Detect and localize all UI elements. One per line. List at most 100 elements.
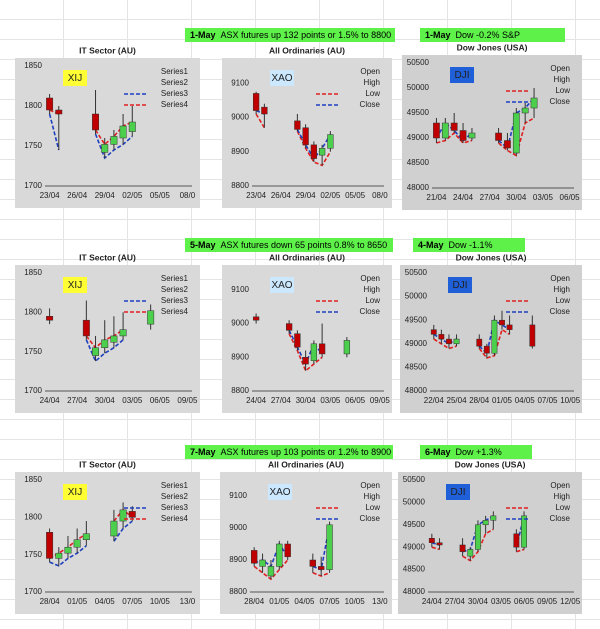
badge-background bbox=[270, 70, 294, 86]
candle-body bbox=[513, 533, 520, 548]
x-tick-label: 12/05 bbox=[560, 597, 581, 606]
legend-label: High bbox=[364, 78, 380, 87]
y-tick-label: 1700 bbox=[24, 386, 42, 395]
candle-body bbox=[318, 343, 326, 355]
legend-label: Open bbox=[550, 481, 570, 490]
y-tick-label: 50500 bbox=[407, 58, 430, 67]
badge-background bbox=[268, 484, 292, 500]
y-tick-label: 9000 bbox=[231, 319, 249, 328]
candle-body bbox=[491, 319, 498, 354]
candle-body bbox=[147, 310, 155, 325]
candle-body bbox=[490, 515, 497, 521]
legend-label: Series1 bbox=[161, 274, 189, 283]
y-tick-label: 9100 bbox=[231, 285, 249, 294]
badge-background bbox=[63, 277, 87, 293]
y-tick-label: 49000 bbox=[403, 542, 426, 551]
y-tick-label: 8900 bbox=[231, 352, 249, 361]
banner-text: ASX futures up 103 points or 1.2% to 890… bbox=[220, 447, 392, 457]
badge-background bbox=[270, 277, 294, 293]
candle-body bbox=[110, 136, 118, 145]
legend-label: Close bbox=[360, 307, 381, 316]
banner: 4-May Dow -1.1% bbox=[413, 238, 525, 252]
banner-date: 1-May bbox=[425, 30, 451, 40]
candle-body bbox=[55, 552, 63, 559]
y-tick-label: 48000 bbox=[407, 183, 430, 192]
candle-body bbox=[259, 559, 266, 567]
banner: 6-May Dow +1.3% bbox=[420, 445, 532, 459]
x-tick-label: 28/04 bbox=[469, 396, 490, 405]
y-tick-label: 48000 bbox=[405, 386, 428, 395]
y-tick-label: 1850 bbox=[24, 61, 42, 70]
x-tick-label: 03/05 bbox=[320, 396, 341, 405]
candle-body bbox=[436, 542, 443, 546]
banner-text: ASX futures up 132 points or 1.5% to 880… bbox=[220, 30, 392, 40]
x-tick-label: 28/04 bbox=[244, 597, 265, 606]
candle-body bbox=[302, 357, 309, 365]
candle-body bbox=[482, 520, 489, 526]
candle-body bbox=[64, 546, 72, 554]
candle-body bbox=[302, 127, 309, 146]
candle-body bbox=[252, 316, 260, 321]
y-tick-label: 50000 bbox=[403, 498, 426, 507]
x-tick-label: 03/05 bbox=[533, 193, 554, 202]
legend-label: Series1 bbox=[161, 67, 189, 76]
legend-label: Series1 bbox=[161, 481, 189, 490]
plot-background bbox=[398, 472, 582, 614]
plot-background bbox=[15, 58, 200, 208]
badge: DJI bbox=[451, 487, 466, 498]
y-tick-label: 1750 bbox=[24, 347, 42, 356]
candle-body bbox=[110, 520, 118, 537]
candle-body bbox=[428, 537, 435, 543]
x-tick-label: 07/05 bbox=[122, 597, 143, 606]
candle-body bbox=[495, 132, 502, 141]
chart-title: Dow Jones (USA) bbox=[455, 459, 526, 469]
candle-body bbox=[318, 566, 325, 570]
badge-background bbox=[446, 484, 470, 500]
legend-label: High bbox=[554, 75, 570, 84]
plot-background bbox=[222, 265, 392, 413]
banner-date: 1-May bbox=[190, 30, 216, 40]
x-tick-label: 01/05 bbox=[67, 597, 88, 606]
legend-label: Open bbox=[550, 274, 570, 283]
candle-body bbox=[128, 121, 136, 132]
badge: XIJ bbox=[68, 280, 82, 291]
y-tick-label: 49000 bbox=[405, 339, 428, 348]
legend-label: Series4 bbox=[161, 307, 189, 316]
x-tick-label: 24/04 bbox=[246, 396, 267, 405]
x-tick-label: 27/04 bbox=[67, 396, 88, 405]
chart-title: Dow Jones (USA) bbox=[456, 252, 527, 262]
candle-body bbox=[459, 130, 467, 141]
x-tick-label: 05/05 bbox=[150, 191, 171, 200]
candle-body bbox=[252, 93, 260, 111]
x-tick-label: 28/04 bbox=[40, 597, 61, 606]
legend-label: Low bbox=[555, 503, 570, 512]
x-tick-label: 01/05 bbox=[269, 597, 290, 606]
candle-body bbox=[55, 109, 63, 115]
plot-background bbox=[15, 265, 200, 413]
y-tick-label: 9000 bbox=[231, 113, 249, 122]
x-tick-label: 08/0 bbox=[180, 191, 196, 200]
x-tick-label: 07/05 bbox=[537, 396, 558, 405]
candle-body bbox=[483, 345, 490, 354]
y-tick-label: 1800 bbox=[24, 307, 42, 316]
plot-background bbox=[400, 265, 582, 413]
candle-body bbox=[73, 539, 81, 548]
candle-body bbox=[446, 338, 452, 345]
y-tick-label: 8800 bbox=[231, 386, 249, 395]
x-tick-label: 09/05 bbox=[537, 597, 558, 606]
y-tick-label: 50500 bbox=[405, 268, 428, 277]
x-tick-label: 26/04 bbox=[271, 191, 292, 200]
candle-body bbox=[310, 144, 318, 159]
x-tick-label: 30/04 bbox=[506, 193, 527, 202]
y-tick-label: 8900 bbox=[229, 555, 247, 564]
legend-label: High bbox=[364, 492, 380, 501]
candle-body bbox=[285, 323, 293, 331]
banner-date: 6-May bbox=[425, 447, 451, 457]
banner-date: 5-May bbox=[190, 240, 216, 250]
legend-label: High bbox=[554, 492, 570, 501]
legend-label: Close bbox=[550, 307, 571, 316]
banner-text: ASX futures down 65 points 0.8% to 8650 bbox=[220, 240, 388, 250]
x-tick-label: 30/04 bbox=[95, 396, 116, 405]
candle-body bbox=[110, 335, 118, 343]
